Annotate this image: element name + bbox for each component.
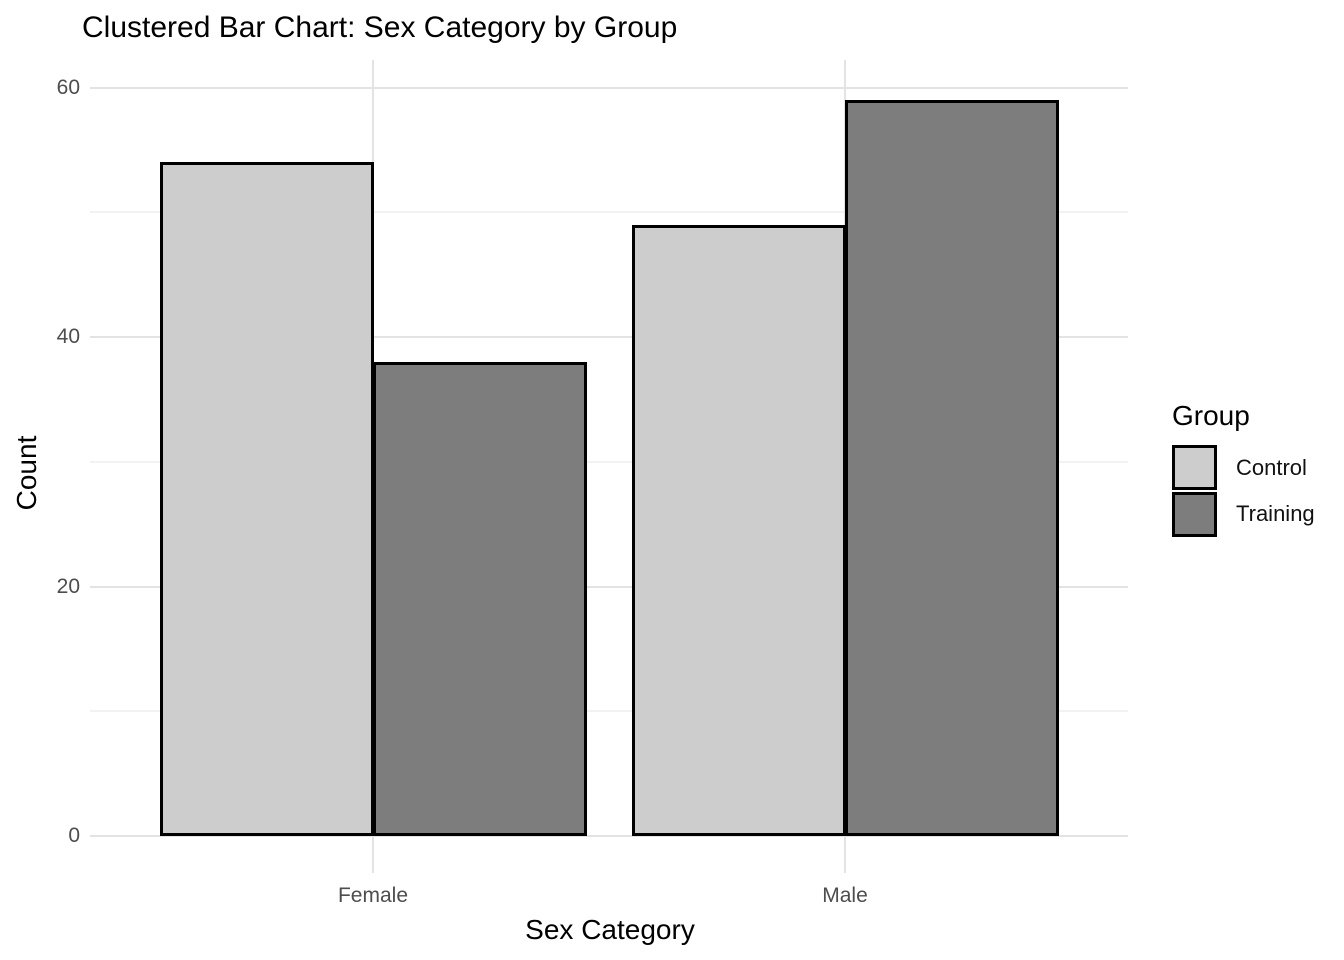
- y-axis-title: Count: [11, 435, 42, 511]
- legend-swatch-training: [1172, 492, 1217, 537]
- gridline-major-0: [90, 835, 1128, 837]
- legend-swatch-control: [1172, 445, 1217, 490]
- gridline-major-60: [90, 86, 1128, 89]
- gridline-minor-50: [90, 211, 1128, 214]
- bar-male-training: [845, 99, 1059, 836]
- y-tick-label-60: 60: [56, 75, 80, 99]
- y-tick-label-40: 40: [56, 325, 80, 348]
- gridline-major-40: [90, 336, 1128, 338]
- y-tick-label-0: 0: [68, 824, 80, 847]
- legend-title: Group: [1172, 400, 1250, 431]
- x-axis-title: Sex Category: [525, 914, 695, 945]
- bar-female-control: [160, 162, 374, 836]
- legend-label-training: Training: [1236, 501, 1315, 526]
- bar-male-control: [632, 224, 846, 836]
- legend-label-control: Control: [1236, 455, 1307, 480]
- x-tick-label-female: Female: [337, 884, 409, 907]
- y-tick-label-20: 20: [56, 574, 80, 598]
- gridline-minor-30: [90, 460, 1128, 463]
- gridline-major-20: [90, 585, 1128, 588]
- bar-female-training: [373, 361, 587, 836]
- chart-title: Clustered Bar Chart: Sex Category by Gro…: [82, 11, 678, 44]
- gridline-minor-10: [90, 710, 1128, 713]
- x-tick-label-male: Male: [822, 884, 868, 907]
